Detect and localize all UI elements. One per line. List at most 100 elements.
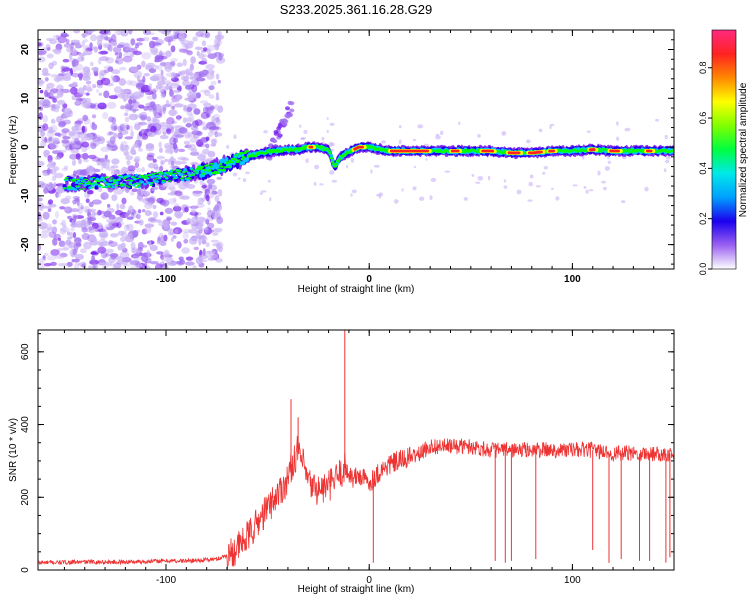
noise-cell	[123, 112, 129, 117]
noise-cell	[41, 100, 52, 108]
noise-cell	[94, 228, 100, 232]
ridge-cell	[234, 154, 239, 157]
noise-cell	[89, 42, 93, 49]
noise-cell	[435, 135, 441, 140]
noise-cell	[216, 210, 221, 214]
ridge-core	[617, 149, 620, 153]
noise-cell	[62, 224, 67, 228]
noise-cell	[105, 252, 110, 257]
ridge-cell	[129, 180, 134, 182]
noise-cell	[191, 206, 196, 214]
noise-cell	[162, 93, 166, 98]
noise-cell	[129, 190, 135, 196]
noise-cell	[97, 102, 107, 110]
ridge-cell	[82, 188, 86, 190]
ridge-cell	[372, 146, 376, 149]
ridge-cell	[235, 162, 240, 170]
noise-cell	[183, 104, 187, 111]
noise-cell	[664, 134, 668, 140]
noise-cell	[65, 38, 70, 45]
noise-cell	[158, 109, 164, 115]
ridge-cell	[127, 186, 131, 188]
noise-cell	[156, 104, 161, 112]
noise-cell	[134, 156, 141, 163]
noise-cell	[38, 213, 42, 220]
noise-cell	[145, 145, 155, 152]
noise-cell	[88, 226, 95, 231]
ridge-core	[542, 149, 546, 154]
noise-cell	[38, 218, 43, 222]
noise-cell	[120, 236, 126, 242]
noise-cell	[175, 115, 182, 120]
noise-cell	[125, 144, 129, 148]
noise-cell	[77, 118, 84, 123]
noise-cell	[59, 206, 66, 210]
noise-cell	[203, 102, 212, 107]
noise-cell	[159, 159, 163, 167]
noise-cell	[151, 92, 157, 100]
ridge-cell	[188, 178, 192, 180]
noise-cell	[178, 48, 189, 53]
noise-cell	[122, 262, 128, 267]
noise-cell	[435, 133, 440, 137]
noise-cell	[52, 219, 57, 225]
noise-cell	[149, 245, 158, 251]
ridge-cell	[128, 181, 133, 185]
noise-cell	[47, 129, 56, 134]
noise-cell	[60, 198, 70, 205]
noise-cell	[128, 125, 134, 132]
noise-cell	[184, 97, 194, 101]
noise-cell	[141, 166, 145, 173]
noise-cell	[125, 103, 131, 108]
noise-cell	[88, 265, 93, 269]
noise-cell	[165, 50, 172, 58]
noise-cell	[542, 171, 546, 175]
noise-cell	[176, 30, 186, 34]
noise-cell	[162, 219, 169, 227]
noise-cell	[152, 186, 158, 190]
noise-cell	[207, 183, 213, 190]
noise-cell	[75, 169, 85, 176]
ridge-cell	[122, 177, 126, 180]
noise-cell	[203, 89, 211, 97]
ridge-cell	[265, 151, 269, 154]
ridge-cell	[133, 183, 137, 185]
ridge-cell	[169, 176, 174, 181]
noise-cell	[190, 73, 198, 79]
noise-cell	[88, 201, 94, 208]
noise-cell	[213, 227, 223, 232]
ridge-core	[652, 149, 656, 153]
noise-cell	[164, 124, 173, 131]
noise-cell	[120, 30, 129, 37]
noise-cell	[46, 167, 51, 176]
noise-cell	[138, 104, 145, 109]
noise-cell	[42, 104, 51, 108]
noise-cell	[83, 205, 90, 213]
noise-cell	[59, 226, 70, 233]
ridge-cell	[200, 165, 204, 169]
noise-cell	[110, 75, 115, 79]
noise-cell	[173, 137, 179, 144]
noise-cell	[57, 40, 62, 44]
noise-cell	[202, 248, 206, 256]
noise-cell	[193, 246, 200, 251]
noise-cell	[170, 155, 175, 162]
ridge-cell	[152, 179, 157, 181]
noise-cell	[112, 265, 122, 269]
ridge-cell	[105, 176, 109, 178]
noise-cell	[44, 252, 49, 257]
noise-cell	[90, 142, 97, 150]
ridge-cell	[132, 176, 136, 178]
ridge-cell	[169, 172, 174, 174]
ridge-core	[363, 145, 367, 150]
noise-cell	[72, 232, 77, 239]
noise-cell	[276, 126, 282, 131]
noise-cell	[58, 263, 68, 267]
noise-cell	[78, 87, 85, 95]
noise-cell	[381, 140, 386, 144]
noise-cell	[287, 100, 293, 105]
noise-cell	[108, 241, 118, 248]
noise-cell	[90, 251, 97, 255]
noise-cell	[176, 241, 182, 249]
noise-cell	[214, 203, 223, 212]
